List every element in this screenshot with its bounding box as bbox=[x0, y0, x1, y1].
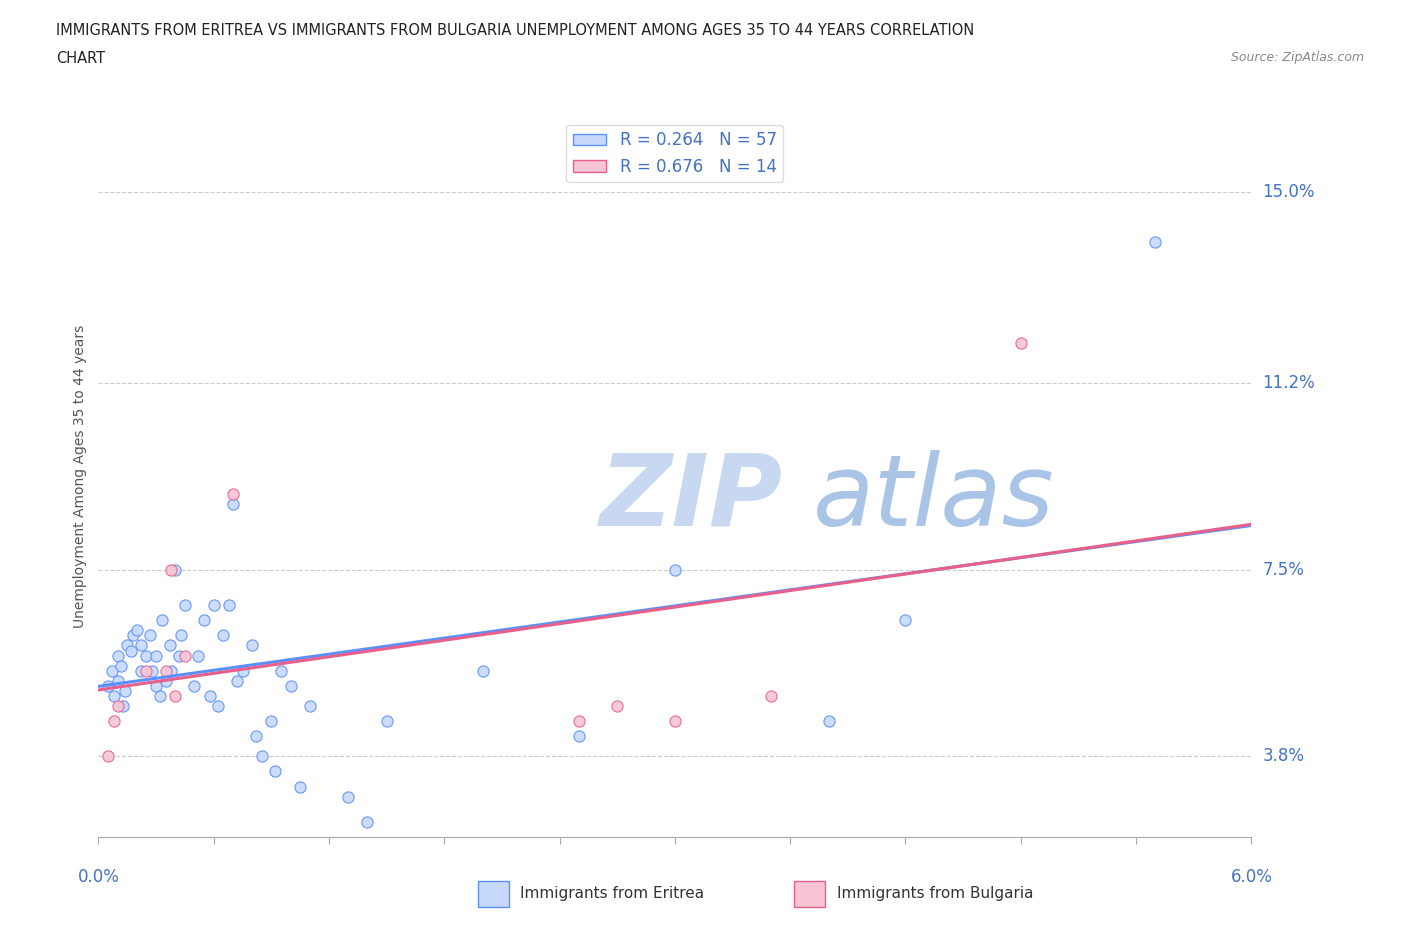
Immigrants from Bulgaria bbox=[135, 663, 157, 678]
Immigrants from Bulgaria bbox=[107, 698, 129, 713]
Immigrants from Eritrea bbox=[107, 648, 129, 663]
Text: CHART: CHART bbox=[56, 51, 105, 66]
Immigrants from Eritrea bbox=[107, 673, 129, 688]
Immigrants from Eritrea bbox=[122, 628, 145, 643]
Text: Source: ZipAtlas.com: Source: ZipAtlas.com bbox=[1230, 51, 1364, 64]
Immigrants from Bulgaria bbox=[174, 648, 197, 663]
Immigrants from Eritrea bbox=[568, 729, 591, 744]
Immigrants from Bulgaria bbox=[103, 713, 125, 728]
Immigrants from Eritrea bbox=[139, 628, 162, 643]
Immigrants from Eritrea bbox=[218, 598, 240, 613]
Immigrants from Bulgaria bbox=[568, 713, 591, 728]
Immigrants from Eritrea bbox=[202, 598, 225, 613]
Immigrants from Eritrea bbox=[231, 663, 254, 678]
Text: 15.0%: 15.0% bbox=[1263, 183, 1315, 201]
Immigrants from Eritrea bbox=[894, 613, 917, 628]
Immigrants from Bulgaria bbox=[97, 749, 120, 764]
Text: 7.5%: 7.5% bbox=[1263, 561, 1305, 578]
Immigrants from Eritrea bbox=[174, 598, 197, 613]
Immigrants from Eritrea bbox=[245, 729, 267, 744]
Immigrants from Bulgaria bbox=[664, 713, 686, 728]
Immigrants from Eritrea bbox=[103, 688, 125, 703]
Immigrants from Eritrea bbox=[101, 663, 124, 678]
Immigrants from Eritrea bbox=[112, 698, 135, 713]
Text: IMMIGRANTS FROM ERITREA VS IMMIGRANTS FROM BULGARIA UNEMPLOYMENT AMONG AGES 35 T: IMMIGRANTS FROM ERITREA VS IMMIGRANTS FR… bbox=[56, 23, 974, 38]
Immigrants from Eritrea bbox=[225, 673, 247, 688]
Immigrants from Eritrea bbox=[280, 678, 302, 693]
Immigrants from Eritrea bbox=[114, 684, 136, 698]
Immigrants from Eritrea bbox=[183, 678, 205, 693]
Immigrants from Eritrea bbox=[129, 638, 152, 653]
Immigrants from Eritrea bbox=[1144, 234, 1167, 249]
Immigrants from Eritrea bbox=[125, 623, 148, 638]
Immigrants from Eritrea bbox=[117, 638, 139, 653]
Immigrants from Eritrea bbox=[290, 779, 312, 794]
Immigrants from Eritrea bbox=[471, 663, 494, 678]
Immigrants from Eritrea bbox=[240, 638, 263, 653]
Immigrants from Eritrea bbox=[270, 663, 292, 678]
Immigrants from Eritrea bbox=[155, 673, 177, 688]
Immigrants from Eritrea bbox=[149, 688, 172, 703]
Y-axis label: Unemployment Among Ages 35 to 44 years: Unemployment Among Ages 35 to 44 years bbox=[73, 325, 87, 629]
Immigrants from Eritrea bbox=[207, 698, 229, 713]
Immigrants from Bulgaria bbox=[165, 688, 187, 703]
Immigrants from Eritrea bbox=[159, 638, 181, 653]
Legend: R = 0.264   N = 57, R = 0.676   N = 14: R = 0.264 N = 57, R = 0.676 N = 14 bbox=[567, 125, 783, 182]
Immigrants from Eritrea bbox=[160, 663, 183, 678]
Immigrants from Eritrea bbox=[222, 497, 245, 512]
Immigrants from Eritrea bbox=[375, 713, 398, 728]
Immigrants from Eritrea bbox=[150, 613, 173, 628]
Immigrants from Bulgaria bbox=[606, 698, 628, 713]
Immigrants from Bulgaria bbox=[1010, 336, 1032, 351]
Immigrants from Eritrea bbox=[145, 648, 167, 663]
Text: Immigrants from Eritrea: Immigrants from Eritrea bbox=[520, 886, 704, 901]
Text: 6.0%: 6.0% bbox=[1230, 868, 1272, 885]
Immigrants from Eritrea bbox=[165, 563, 187, 578]
Immigrants from Eritrea bbox=[193, 613, 215, 628]
Text: ZIP: ZIP bbox=[600, 450, 783, 547]
Text: atlas: atlas bbox=[813, 450, 1054, 547]
Text: 0.0%: 0.0% bbox=[77, 868, 120, 885]
Immigrants from Bulgaria bbox=[759, 688, 782, 703]
Immigrants from Eritrea bbox=[817, 713, 839, 728]
Immigrants from Eritrea bbox=[120, 643, 142, 658]
Immigrants from Eritrea bbox=[298, 698, 321, 713]
Immigrants from Eritrea bbox=[250, 749, 273, 764]
Immigrants from Eritrea bbox=[110, 658, 132, 673]
Text: 3.8%: 3.8% bbox=[1263, 748, 1305, 765]
Immigrants from Eritrea bbox=[167, 648, 190, 663]
Immigrants from Eritrea bbox=[356, 815, 378, 830]
Immigrants from Bulgaria bbox=[222, 486, 245, 501]
Immigrants from Eritrea bbox=[170, 628, 193, 643]
Immigrants from Eritrea bbox=[97, 678, 120, 693]
Immigrants from Eritrea bbox=[664, 563, 686, 578]
Immigrants from Eritrea bbox=[337, 790, 360, 804]
Immigrants from Eritrea bbox=[264, 764, 287, 779]
Immigrants from Bulgaria bbox=[160, 563, 183, 578]
Immigrants from Eritrea bbox=[145, 678, 167, 693]
Text: 11.2%: 11.2% bbox=[1263, 375, 1315, 392]
Text: Immigrants from Bulgaria: Immigrants from Bulgaria bbox=[837, 886, 1033, 901]
Immigrants from Eritrea bbox=[212, 628, 235, 643]
Immigrants from Eritrea bbox=[260, 713, 283, 728]
Immigrants from Eritrea bbox=[187, 648, 209, 663]
Immigrants from Eritrea bbox=[135, 648, 157, 663]
Immigrants from Eritrea bbox=[198, 688, 221, 703]
Immigrants from Eritrea bbox=[129, 663, 152, 678]
Immigrants from Bulgaria bbox=[155, 663, 177, 678]
Immigrants from Eritrea bbox=[141, 663, 163, 678]
